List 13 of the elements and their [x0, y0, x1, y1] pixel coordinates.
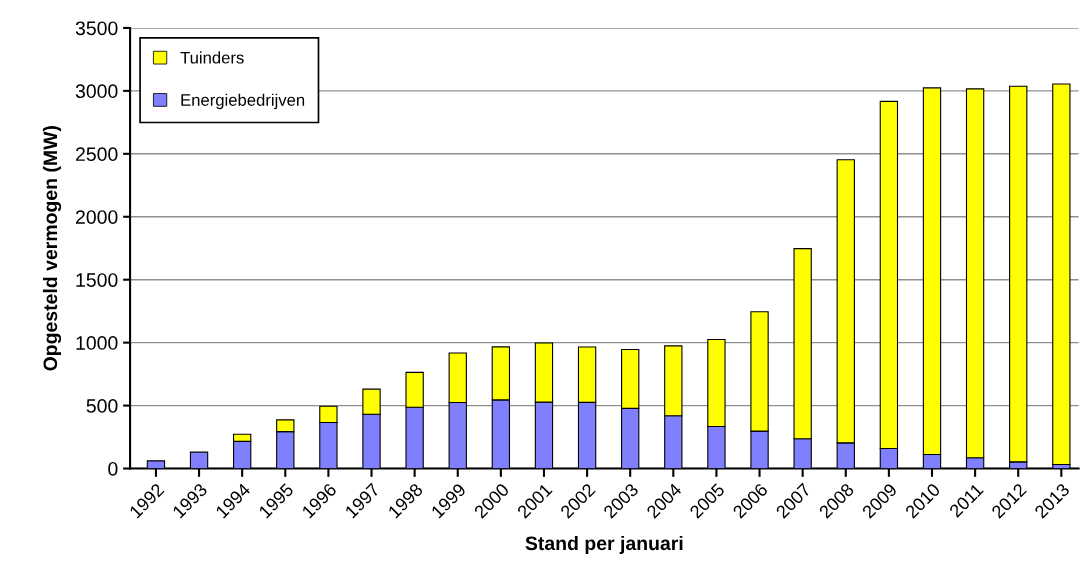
y-axis-title: Opgesteld vermogen (MW) — [42, 126, 62, 371]
bar — [1052, 83, 1071, 466]
y-tick-label: 2500 — [76, 147, 118, 162]
y-tick-label: 1000 — [76, 336, 118, 350]
y-tick-label: 0 — [108, 461, 118, 476]
y-tick-label: 500 — [86, 399, 118, 413]
y-tick-label: 1500 — [76, 273, 118, 287]
y-tick-label: 3000 — [75, 84, 118, 99]
legend-label: Energiebedrijven — [181, 93, 305, 110]
y-tick-label: 2000 — [76, 210, 118, 224]
legend-label: Tuinders — [180, 51, 244, 64]
x-axis-title: Stand per januari — [525, 535, 683, 555]
y-tick-label: 3500 — [75, 21, 118, 36]
